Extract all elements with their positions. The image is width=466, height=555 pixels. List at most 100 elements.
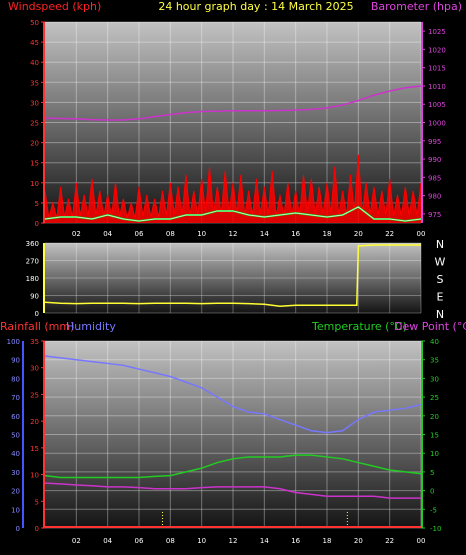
wind-tick-label: 20 [30, 140, 39, 148]
barometer-tick-label: 1005 [428, 101, 446, 109]
wind-tick-label: 40 [30, 59, 39, 67]
compass-label: S [437, 273, 444, 286]
x-tick-label: 20 [354, 230, 363, 238]
temp-tick-label: -10 [430, 525, 441, 533]
x-tick-label: 04 [103, 537, 112, 545]
humidity-tick-label: 80 [11, 375, 20, 383]
x-tick-label: 10 [197, 230, 206, 238]
compass-label: W [435, 256, 446, 269]
direction-tick-label: 270 [26, 258, 39, 266]
direction-tick-label: 0 [35, 310, 39, 318]
temp-tick-label: 35 [430, 357, 439, 365]
wind-gust-area [45, 154, 421, 223]
x-tick-label: 22 [385, 230, 394, 238]
graph-title: 24 hour graph day : 14 March 2025 [158, 0, 353, 13]
compass-label: N [436, 238, 444, 251]
temp-tick-label: 0 [430, 488, 434, 496]
humidity-tick-label: 10 [11, 506, 20, 514]
temp-tick-label: 25 [430, 394, 439, 402]
barometer-tick-label: 995 [428, 138, 441, 146]
wind-tick-label: 15 [30, 160, 39, 168]
compass-label: N [436, 308, 444, 321]
rain-tick-label: 10 [30, 472, 39, 480]
wind-gust-line [44, 154, 422, 219]
barometer-tick-label: 1000 [428, 120, 446, 128]
x-tick-label: 14 [260, 537, 269, 545]
x-tick-label: 12 [229, 230, 238, 238]
rainfall-legend: Rainfall (mm) [0, 320, 74, 333]
wind-tick-label: 45 [30, 39, 39, 47]
x-tick-label: 12 [229, 537, 238, 545]
x-tick-label: 14 [260, 230, 269, 238]
direction-tick-label: 180 [26, 275, 39, 283]
wind-axis-title: Windspeed (kph) [8, 0, 101, 13]
wind-tick-label: 35 [30, 79, 39, 87]
humidity-tick-label: 40 [11, 450, 20, 458]
wind-tick-label: 50 [30, 19, 39, 27]
dewpoint-line [44, 482, 421, 499]
x-tick-label: 02 [72, 537, 81, 545]
barometer-tick-label: 985 [428, 174, 441, 182]
rain-tick-label: 25 [30, 391, 39, 399]
barometer-tick-label: 1010 [428, 83, 446, 91]
wind-tick-label: 30 [30, 99, 39, 107]
temp-tick-label: 15 [430, 432, 439, 440]
barometer-tick-label: 1025 [428, 28, 446, 36]
humidity-tick-label: 20 [11, 488, 20, 496]
temperature-legend: Temperature (°C) [311, 320, 407, 333]
x-tick-label: 22 [385, 537, 394, 545]
humidity-tick-label: 30 [11, 469, 20, 477]
barometer-tick-label: 990 [428, 156, 441, 164]
barometer-tick-label: 980 [428, 193, 441, 201]
wind-average-line [44, 206, 422, 222]
x-tick-label: 16 [291, 537, 300, 545]
x-tick-label: 00 [417, 537, 426, 545]
rain-tick-label: 20 [30, 418, 39, 426]
compass-label: E [437, 291, 444, 304]
wind-tick-label: 5 [35, 200, 39, 208]
rain-tick-label: 5 [35, 498, 39, 506]
direction-tick-label: 360 [26, 240, 39, 248]
x-tick-label: 08 [166, 230, 175, 238]
temp-tick-label: 30 [430, 375, 439, 383]
x-tick-label: 06 [135, 230, 144, 238]
barometer-tick-label: 1015 [428, 65, 446, 73]
humidity-tick-label: 100 [7, 338, 20, 346]
barometer-axis-title: Barometer (hpa) [371, 0, 462, 13]
x-tick-label: 06 [135, 537, 144, 545]
temp-tick-label: 40 [430, 338, 439, 346]
barometer-line [44, 85, 422, 121]
wind-tick-label: 25 [30, 120, 39, 128]
temperature-line [44, 454, 422, 479]
barometer-tick-label: 1020 [428, 46, 446, 54]
x-tick-label: 20 [354, 537, 363, 545]
wind-direction-line [44, 244, 421, 307]
wind-tick-label: 0 [35, 220, 39, 228]
temp-tick-label: 20 [430, 413, 439, 421]
temp-tick-label: 10 [430, 450, 439, 458]
rain-tick-label: 35 [30, 338, 39, 346]
humidity-tick-label: 0 [16, 525, 20, 533]
wind-tick-label: 10 [30, 180, 39, 188]
dewpoint-legend: Dew Point (°C) [394, 320, 466, 333]
humidity-legend: Humidity [66, 320, 116, 333]
humidity-tick-label: 70 [11, 394, 20, 402]
x-tick-label: 08 [166, 537, 175, 545]
x-tick-label: 04 [103, 230, 112, 238]
humidity-tick-label: 50 [11, 432, 20, 440]
x-tick-label: 18 [323, 537, 332, 545]
humidity-tick-label: 90 [11, 357, 20, 365]
rain-tick-label: 0 [35, 525, 39, 533]
x-tick-label: 10 [197, 537, 206, 545]
humidity-tick-label: 60 [11, 413, 20, 421]
x-tick-label: 02 [72, 230, 81, 238]
humidity-line [44, 355, 422, 434]
x-tick-label: 18 [323, 230, 332, 238]
x-tick-label: 00 [417, 230, 426, 238]
direction-tick-label: 90 [30, 293, 39, 301]
temp-tick-label: -5 [430, 506, 437, 514]
